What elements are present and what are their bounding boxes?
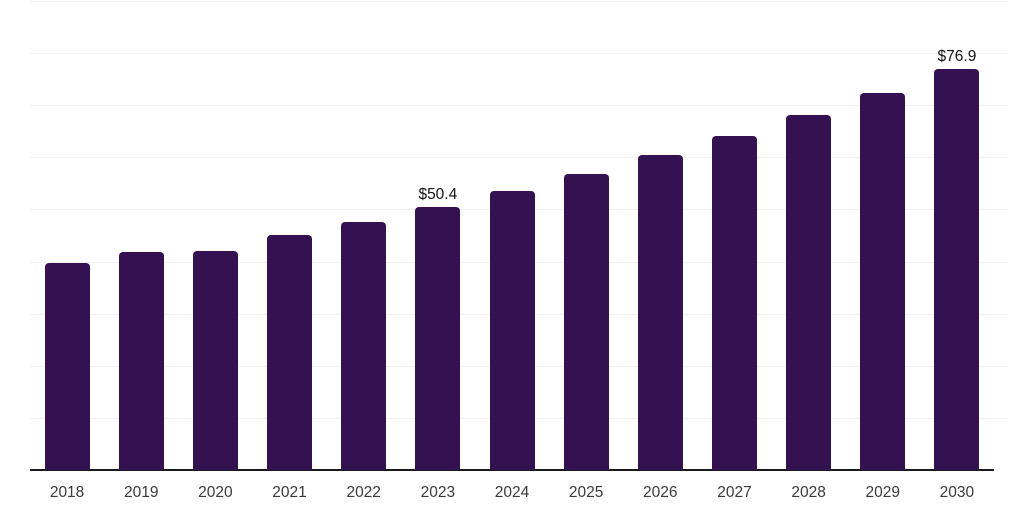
value-label-2030: $76.9 (937, 48, 977, 66)
bar-2026 (637, 155, 683, 470)
bar-2022 (341, 221, 387, 470)
bar-2020 (192, 251, 238, 470)
x-tick-2029: 2029 (865, 484, 901, 501)
x-tick-2030: 2030 (939, 484, 975, 501)
x-tick-2027: 2027 (717, 484, 752, 501)
x-tick-2018: 2018 (49, 484, 85, 501)
gridline (30, 1, 1008, 2)
gridline (30, 105, 1008, 107)
gridline (30, 157, 1008, 159)
bar-2027 (711, 135, 757, 470)
bar-2030 (934, 69, 980, 470)
x-tick-2024: 2024 (494, 484, 530, 501)
bar-2025 (563, 174, 609, 470)
value-label-2023: $50.4 (418, 186, 458, 204)
x-tick-2025: 2025 (568, 484, 604, 501)
bar-2019 (118, 252, 164, 470)
x-tick-2022: 2022 (346, 484, 381, 501)
x-tick-2026: 2026 (643, 484, 678, 501)
x-tick-2021: 2021 (272, 484, 307, 501)
bar-2024 (489, 191, 535, 470)
bar-2018 (44, 263, 90, 470)
x-tick-2023: 2023 (420, 484, 456, 501)
gridline (30, 53, 1008, 55)
x-tick-2028: 2028 (791, 484, 826, 501)
bar-2028 (786, 115, 832, 470)
bar-2029 (860, 93, 906, 470)
x-tick-2019: 2019 (123, 484, 159, 501)
bar-2021 (267, 234, 313, 470)
bar-2023 (415, 207, 461, 470)
x-tick-2020: 2020 (198, 484, 233, 501)
x-axis-line (30, 469, 994, 471)
